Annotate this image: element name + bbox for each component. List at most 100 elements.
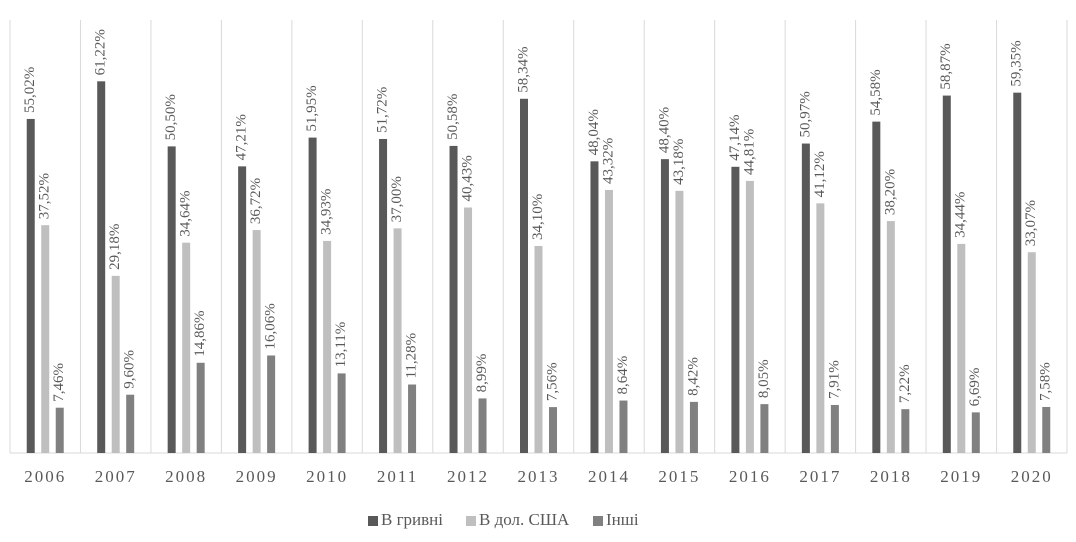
bar [464,207,473,453]
bar [872,121,881,453]
data-label: 8,42% [685,357,701,396]
data-label: 8,99% [474,354,490,393]
bar [26,118,35,453]
x-tick-label: 2012 [447,467,489,486]
x-tick-label: 2009 [236,467,278,486]
bar [323,240,332,453]
legend-label: В гривні [381,510,443,529]
x-tick-label: 2008 [165,467,207,486]
bar [126,394,135,453]
data-label: 7,56% [544,362,560,401]
data-label: 34,44% [953,192,969,238]
bar [886,221,895,453]
data-label: 48,04% [586,109,602,155]
bar [816,203,825,453]
legend-label: В дол. США [479,510,570,529]
data-label: 47,21% [234,114,250,160]
data-label: 44,81% [741,129,757,175]
data-label: 13,11% [333,322,349,368]
bar [167,146,176,453]
bar [308,137,317,453]
bar [111,275,120,453]
data-label: 7,91% [826,360,842,399]
data-label: 59,35% [1009,40,1025,86]
data-label: 7,22% [897,364,913,403]
bar [534,245,543,453]
x-tick-label: 2007 [95,467,137,486]
x-tick-label: 2016 [729,467,771,486]
data-label: 7,58% [1038,362,1054,401]
data-label: 50,58% [445,94,461,140]
bar [478,398,487,453]
data-label: 48,40% [656,107,672,153]
data-label: 14,86% [192,311,208,357]
data-label: 38,20% [882,169,898,215]
bar [41,225,50,453]
data-label: 9,60% [122,350,138,389]
bar [520,98,528,454]
bar [267,355,276,453]
bar [238,166,247,453]
data-label: 43,18% [671,139,687,185]
bar [801,143,810,453]
x-tick-label: 2018 [870,467,912,486]
bar [957,243,966,453]
data-label: 8,64% [615,356,631,395]
bar [252,230,261,453]
data-label: 7,46% [51,363,67,402]
bar [449,145,458,453]
data-label: 55,02% [22,67,38,113]
bar [942,95,951,453]
data-label: 16,06% [263,303,279,349]
bar [393,228,402,453]
data-label: 34,10% [530,194,546,240]
bar [745,180,754,454]
bar [731,166,740,454]
data-label: 29,18% [107,224,123,270]
legend-swatch [593,516,603,526]
x-tick-label: 2014 [588,467,630,486]
legend-swatch [368,516,378,526]
bar [901,409,910,453]
bar [590,161,599,454]
bar [408,384,417,453]
data-label: 50,97% [797,91,813,137]
data-label: 51,72% [375,87,391,133]
data-label: 41,12% [812,151,828,197]
bar [196,362,205,453]
bar [660,159,669,453]
data-label: 54,58% [868,69,884,115]
bar [55,407,64,453]
x-tick-label: 2013 [518,467,560,486]
data-label: 51,95% [304,85,320,131]
x-tick-label: 2006 [24,467,66,486]
bar [830,404,839,453]
data-label: 34,64% [178,190,194,236]
data-label: 37,00% [389,176,405,222]
bar [337,373,346,453]
data-label: 33,07% [1023,200,1039,246]
data-label: 6,69% [967,368,983,407]
data-label: 40,43% [459,155,475,201]
x-tick-label: 2020 [1011,467,1053,486]
data-label: 34,93% [319,189,335,235]
data-label: 58,34% [515,47,531,93]
bar [549,407,557,453]
bar [379,138,388,453]
x-tick-label: 2015 [658,467,700,486]
data-label: 37,52% [37,173,53,219]
x-tick-label: 2010 [306,467,348,486]
data-label: 58,87% [938,43,954,89]
data-label: 47,14% [727,115,743,161]
data-label: 8,05% [756,359,772,398]
bar [689,401,698,453]
x-tick-label: 2019 [940,467,982,486]
bar [619,400,628,453]
x-tick-label: 2017 [799,467,841,486]
bar [760,404,769,453]
bar [604,189,613,453]
bar [182,242,191,453]
bar [971,412,980,453]
data-label: 36,72% [248,178,264,224]
